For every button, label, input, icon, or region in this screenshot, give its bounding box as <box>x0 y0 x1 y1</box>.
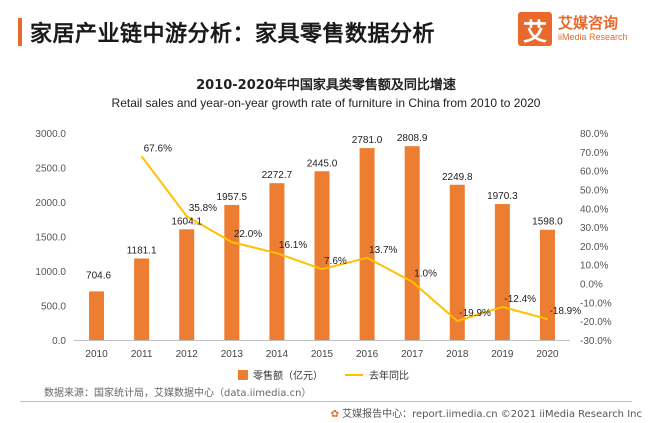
legend-swatch-bar <box>238 370 248 380</box>
left-axis-tick-label: 1000.0 <box>35 267 66 278</box>
line-value-label: -12.4% <box>504 294 536 305</box>
x-axis-tick-label: 2018 <box>446 349 469 360</box>
line-value-label: 22.0% <box>234 229 262 240</box>
bar-value-label: 1181.1 <box>127 246 157 257</box>
left-axis-tick-label: 2500.0 <box>35 164 66 175</box>
right-axis-tick-label: 80.0% <box>580 129 608 140</box>
x-axis-tick-label: 2019 <box>491 349 514 360</box>
legend-label-line: 去年同比 <box>369 369 409 382</box>
logo-name-en: iiMedia Research <box>558 32 628 42</box>
bar-value-label: 1598.0 <box>532 217 563 228</box>
left-axis-tick-label: 2000.0 <box>35 198 66 209</box>
right-axis-tick-label: 40.0% <box>580 204 608 215</box>
bar-value-label: 1970.3 <box>487 191 518 202</box>
line-value-label: -19.9% <box>459 308 491 319</box>
x-axis-tick-label: 2017 <box>401 349 424 360</box>
bar-2020 <box>539 229 555 340</box>
legend-label-bar: 零售额（亿元） <box>253 369 323 382</box>
right-axis-tick-label: 60.0% <box>580 167 608 178</box>
bar-2012 <box>179 229 195 340</box>
footer-credit: ✿ 艾媒报告中心：report.iimedia.cn ©2021 iiMedia… <box>331 405 642 420</box>
page-title: 家居产业链中游分析：家具零售数据分析 <box>30 22 436 47</box>
left-axis-tick-label: 0.0 <box>52 336 66 347</box>
report-center-icon: ✿ <box>330 409 339 420</box>
x-axis-tick-label: 2010 <box>85 349 108 360</box>
right-axis-tick-label: 70.0% <box>580 148 608 159</box>
right-axis-tick-label: 0.0% <box>580 280 603 291</box>
footer-divider <box>20 401 632 402</box>
line-value-label: 67.6% <box>144 143 172 154</box>
bar-value-label: 2445.0 <box>307 158 338 169</box>
x-axis-tick-label: 2020 <box>536 349 559 360</box>
right-axis-tick-label: 20.0% <box>580 242 608 253</box>
right-axis-tick-label: -30.0% <box>580 336 612 347</box>
right-axis-tick-label: 10.0% <box>580 261 608 272</box>
x-axis-tick-label: 2013 <box>221 349 244 360</box>
line-value-label: 1.0% <box>414 269 437 280</box>
x-axis-tick-label: 2015 <box>311 349 334 360</box>
bar-value-label: 2272.7 <box>262 170 293 181</box>
x-axis-tick-label: 2012 <box>176 349 199 360</box>
logo-name-cn: 艾媒咨询 <box>558 14 619 32</box>
bar-2018 <box>449 184 465 340</box>
right-axis-tick-label: -10.0% <box>580 298 612 309</box>
bar-value-label: 1604.1 <box>171 216 202 227</box>
x-axis-tick-label: 2011 <box>131 349 153 360</box>
bar-2015 <box>314 171 330 340</box>
chart-subtitle: Retail sales and year-on-year growth rat… <box>111 96 541 110</box>
bar-value-label: 2781.0 <box>352 135 383 146</box>
bar-2010 <box>89 291 105 340</box>
growth-line <box>140 155 548 322</box>
left-axis-tick-label: 1500.0 <box>35 233 66 244</box>
line-value-label: 7.6% <box>324 256 347 267</box>
bar-2019 <box>494 204 510 340</box>
right-axis-tick-label: -20.0% <box>580 317 612 328</box>
bar-2014 <box>269 183 285 340</box>
bar-value-label: 704.6 <box>86 270 111 281</box>
bar-value-label: 1957.5 <box>217 192 248 203</box>
x-axis-tick-label: 2016 <box>356 349 379 360</box>
line-value-label: 16.1% <box>279 240 307 251</box>
bar-value-label: 2808.9 <box>397 133 428 144</box>
x-axis-tick-label: 2014 <box>266 349 289 360</box>
bar-2013 <box>224 204 240 340</box>
bar-2017 <box>404 146 420 340</box>
logo-icon: 艾 <box>518 12 552 46</box>
data-source-note: 数据来源：国家统计局，艾媒数据中心（data.iimedia.cn） <box>44 388 312 399</box>
left-axis-tick-label: 500.0 <box>41 302 66 313</box>
title-accent-bar <box>18 18 22 46</box>
bar-2016 <box>359 148 375 340</box>
left-axis-tick-label: 3000.0 <box>35 129 66 140</box>
chart-title: 2010-2020年中国家具类零售额及同比增速 <box>196 78 456 93</box>
line-value-label: -18.9% <box>549 306 581 317</box>
footer-credit-text: 艾媒报告中心：report.iimedia.cn ©2021 iiMedia R… <box>342 409 642 420</box>
bar-value-label: 2249.8 <box>442 172 473 183</box>
right-axis-tick-label: 50.0% <box>580 185 608 196</box>
line-value-label: 35.8% <box>189 203 217 214</box>
bar-2011 <box>134 258 150 340</box>
right-axis-tick-label: 30.0% <box>580 223 608 234</box>
line-value-label: 13.7% <box>369 245 397 256</box>
